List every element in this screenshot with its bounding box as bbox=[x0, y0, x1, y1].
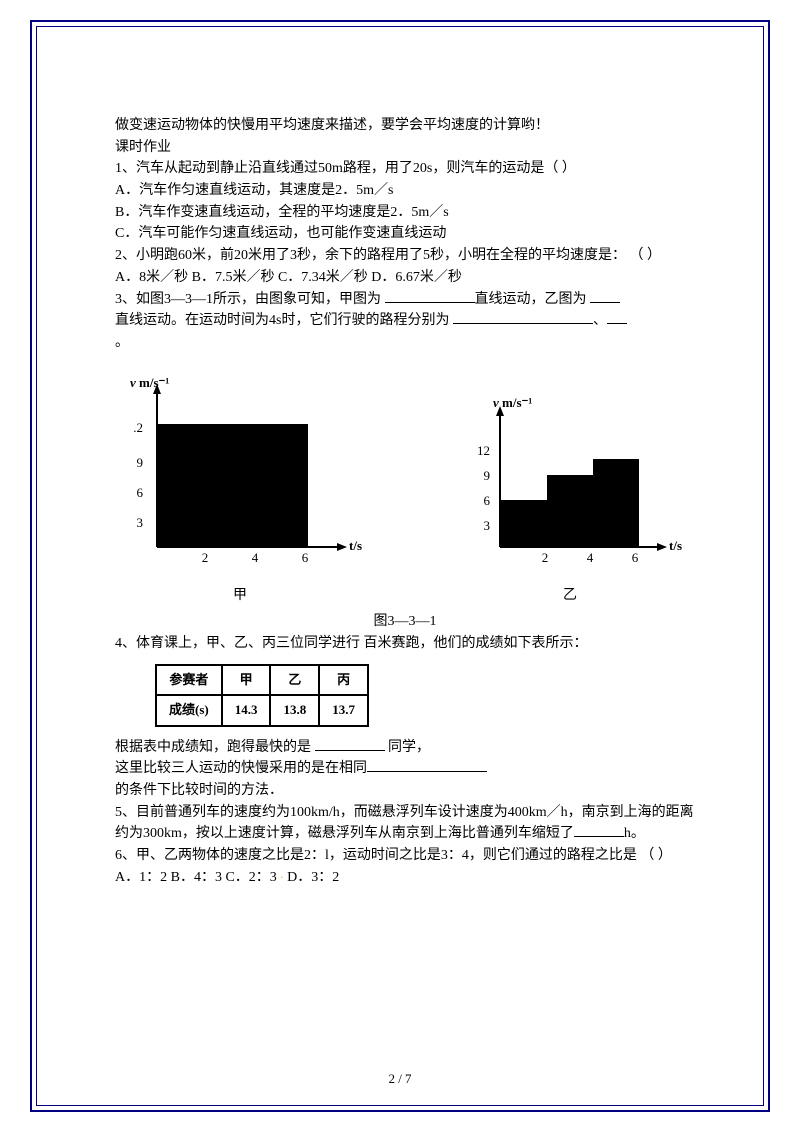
q4-p2b: 同学， bbox=[385, 740, 431, 755]
svg-text:9: 9 bbox=[137, 455, 144, 470]
blank-5 bbox=[315, 737, 385, 751]
chart-jia-wrap: v m/s⁻¹ 3 6 9 .2 2 4 6 t/s 甲 bbox=[115, 372, 365, 607]
figures-row: v m/s⁻¹ 3 6 9 .2 2 4 6 t/s 甲 bbox=[115, 372, 695, 607]
document-body: 做变速运动物体的快慢用平均速度来描述，要学会平均速度的计算哟！ 课时作业 1、汽… bbox=[115, 115, 695, 888]
q1-opt-b: B．汽车作变速直线运动，全程的平均速度是2．5m／s bbox=[115, 202, 695, 224]
q2-opts: A．8米／秒 B．7.5米／秒 C．7.34米／秒 D．6.67米／秒 bbox=[115, 267, 695, 289]
intro-line: 做变速运动物体的快慢用平均速度来描述，要学会平均速度的计算哟！ bbox=[115, 115, 695, 137]
chart-yi: v m/s⁻¹ 3 6 9 12 2 4 6 t/s bbox=[445, 392, 695, 572]
q4-line3: 这里比较三人运动的快慢采用的是在相同 bbox=[115, 758, 695, 780]
td-bing: 13.7 bbox=[319, 695, 368, 725]
svg-text:2: 2 bbox=[542, 550, 549, 565]
svg-text:3: 3 bbox=[137, 515, 144, 530]
q6-opts-a: A．1：2 B．4：3 C．2：3 bbox=[115, 870, 280, 885]
svg-text:6: 6 bbox=[137, 485, 144, 500]
svg-text:6: 6 bbox=[484, 493, 491, 508]
td-yi: 13.8 bbox=[270, 695, 319, 725]
q4-text: 4、体育课上，甲、乙、丙三位同学进行 百米赛跑，他们的成绩如下表所示： bbox=[115, 633, 695, 655]
q4-p3a: 这里比较三人运动的快慢采用的是在相同 bbox=[115, 761, 367, 776]
q3-p2b: 、 bbox=[593, 313, 607, 328]
th-contestant: 参赛者 bbox=[156, 665, 222, 695]
svg-text:t/s: t/s bbox=[349, 538, 362, 553]
blank-4 bbox=[607, 310, 627, 324]
td-jia: 14.3 bbox=[222, 695, 271, 725]
blank-7 bbox=[574, 823, 624, 837]
svg-text:9: 9 bbox=[484, 468, 491, 483]
q4-line4: 的条件下比较时间的方法． bbox=[115, 780, 695, 802]
blank-6 bbox=[367, 758, 487, 772]
q4-line2: 根据表中成绩知，跑得最快的是 同学， bbox=[115, 737, 695, 759]
score-table-wrap: 参赛者 甲 乙 丙 成绩(s) 14.3 13.8 13.7 bbox=[155, 664, 695, 726]
q3-line2: 直线运动。在运动时间为4s时，它们行驶的路程分别为 、 bbox=[115, 310, 695, 332]
figure-caption: 图3—3—1 bbox=[115, 611, 695, 633]
svg-text:v m/s⁻¹: v m/s⁻¹ bbox=[130, 375, 169, 390]
homework-title: 课时作业 bbox=[115, 137, 695, 159]
table-data-row: 成绩(s) 14.3 13.8 13.7 bbox=[156, 695, 368, 725]
table-header-row: 参赛者 甲 乙 丙 bbox=[156, 665, 368, 695]
svg-text:v m/s⁻¹: v m/s⁻¹ bbox=[493, 395, 532, 410]
chart-yi-wrap: v m/s⁻¹ 3 6 9 12 2 4 6 t/s bbox=[445, 392, 695, 607]
svg-text:.2: .2 bbox=[133, 420, 143, 435]
q2-text: 2、小明跑60米，前20米用了3秒，余下的路程用了5秒，小明在全程的平均速度是：… bbox=[115, 245, 695, 267]
q6-opts: A．1：2 B．4：3 C．2：3 · D．3：2 bbox=[115, 867, 695, 889]
svg-text:4: 4 bbox=[252, 550, 259, 565]
blank-1 bbox=[385, 289, 475, 303]
q6-text: 6、甲、乙两物体的速度之比是2：l，运动时间之比是3：4，则它们通过的路程之比是… bbox=[115, 845, 695, 867]
q3-line1: 3、如图3—3—1所示，由图象可知，甲图为 直线运动，乙图为 bbox=[115, 289, 695, 311]
q3-p1a: 3、如图3—3—1所示，由图象可知，甲图为 bbox=[115, 292, 385, 307]
q3-p1b: 直线运动，乙图为 bbox=[475, 292, 591, 307]
q1-opt-c: C．汽车可能作匀速直线运动，也可能作变速直线运动 bbox=[115, 223, 695, 245]
svg-text:2: 2 bbox=[202, 550, 209, 565]
q4-p2a: 根据表中成绩知，跑得最快的是 bbox=[115, 740, 315, 755]
svg-text:4: 4 bbox=[587, 550, 594, 565]
q3-line3: 。 bbox=[115, 332, 695, 354]
blank-2 bbox=[590, 289, 620, 303]
svg-text:t/s: t/s bbox=[669, 538, 682, 553]
score-table: 参赛者 甲 乙 丙 成绩(s) 14.3 13.8 13.7 bbox=[155, 664, 369, 726]
svg-text:6: 6 bbox=[302, 550, 309, 565]
q3-p2a: 直线运动。在运动时间为4s时，它们行驶的路程分别为 bbox=[115, 313, 453, 328]
th-yi: 乙 bbox=[270, 665, 319, 695]
q1-opt-a: A．汽车作匀速直线运动，其速度是2．5m／s bbox=[115, 180, 695, 202]
svg-text:12: 12 bbox=[477, 443, 490, 458]
svg-text:3: 3 bbox=[484, 518, 491, 533]
svg-text:6: 6 bbox=[632, 550, 639, 565]
chart-jia: v m/s⁻¹ 3 6 9 .2 2 4 6 t/s bbox=[115, 372, 365, 572]
fig-label-yi: 乙 bbox=[445, 585, 695, 607]
td-label: 成绩(s) bbox=[156, 695, 222, 725]
q1-text: 1、汽车从起动到静止沿直线通过50m路程，用了20s，则汽车的运动是（ ） bbox=[115, 158, 695, 180]
q5-p2: h。 bbox=[624, 826, 645, 841]
blank-3 bbox=[453, 310, 593, 324]
th-jia: 甲 bbox=[222, 665, 271, 695]
th-bing: 丙 bbox=[319, 665, 368, 695]
page-number: 2 / 7 bbox=[0, 1071, 800, 1087]
q5-text: 5、目前普通列车的速度约为100km/h，而磁悬浮列车设计速度为400km／h，… bbox=[115, 802, 695, 845]
fig-label-jia: 甲 bbox=[115, 585, 365, 607]
q6-opts-b: D．3：2 bbox=[284, 870, 340, 885]
